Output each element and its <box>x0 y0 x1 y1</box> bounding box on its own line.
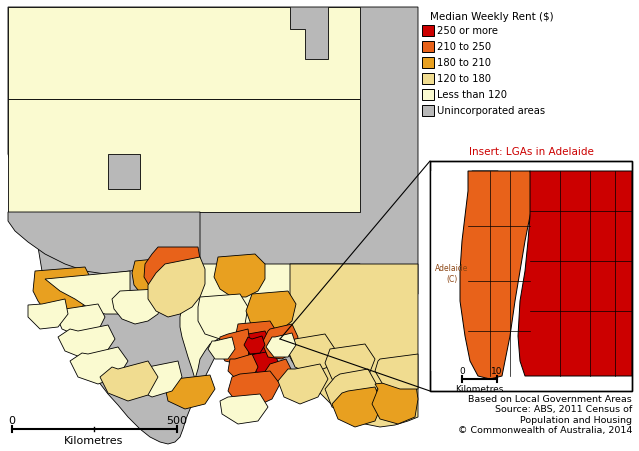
Text: Kilometres: Kilometres <box>455 384 503 393</box>
Polygon shape <box>278 364 328 404</box>
Polygon shape <box>8 212 200 274</box>
Polygon shape <box>228 371 280 407</box>
Text: 250 or more: 250 or more <box>437 26 498 36</box>
Bar <box>422 106 434 117</box>
Polygon shape <box>220 394 268 424</box>
Text: Insert: LGAs in Adelaide: Insert: LGAs in Adelaide <box>468 147 594 156</box>
Bar <box>422 26 434 37</box>
Polygon shape <box>45 272 130 314</box>
Polygon shape <box>58 325 115 359</box>
Text: Less than 120: Less than 120 <box>437 90 507 100</box>
Polygon shape <box>8 8 360 100</box>
Text: Kilometres: Kilometres <box>65 435 124 445</box>
Polygon shape <box>100 361 158 401</box>
Bar <box>430 161 632 391</box>
Polygon shape <box>332 387 382 427</box>
Polygon shape <box>56 304 105 337</box>
Text: 180 to 210: 180 to 210 <box>437 58 491 68</box>
Bar <box>422 42 434 53</box>
Polygon shape <box>33 267 92 319</box>
Polygon shape <box>218 329 250 364</box>
Polygon shape <box>198 295 248 339</box>
Polygon shape <box>208 337 235 359</box>
Polygon shape <box>244 336 265 354</box>
Text: 210 to 250: 210 to 250 <box>437 42 491 52</box>
Polygon shape <box>112 290 162 324</box>
Bar <box>422 90 434 101</box>
Bar <box>422 74 434 85</box>
Polygon shape <box>325 344 375 384</box>
Polygon shape <box>108 155 140 189</box>
Polygon shape <box>430 172 468 371</box>
Polygon shape <box>325 369 378 414</box>
Polygon shape <box>8 100 360 212</box>
Polygon shape <box>262 324 298 359</box>
Bar <box>430 161 632 391</box>
Polygon shape <box>180 264 360 379</box>
Polygon shape <box>288 334 335 374</box>
Polygon shape <box>282 264 418 427</box>
Polygon shape <box>266 333 296 357</box>
Polygon shape <box>460 172 535 379</box>
Polygon shape <box>214 254 265 297</box>
Polygon shape <box>148 258 205 318</box>
Text: Median Weekly Rent ($): Median Weekly Rent ($) <box>430 12 553 22</box>
Text: 0: 0 <box>8 415 15 425</box>
Text: 10: 10 <box>491 366 503 375</box>
Polygon shape <box>8 8 418 444</box>
Polygon shape <box>248 351 278 373</box>
Polygon shape <box>470 172 502 202</box>
Text: 120 to 180: 120 to 180 <box>437 74 491 84</box>
Text: Based on Local Government Areas
Source: ABS, 2011 Census of
Population and Housi: Based on Local Government Areas Source: … <box>458 394 632 434</box>
Polygon shape <box>234 321 278 359</box>
Polygon shape <box>165 375 215 409</box>
Bar <box>422 58 434 69</box>
Polygon shape <box>28 299 68 329</box>
Polygon shape <box>132 361 182 397</box>
Polygon shape <box>132 258 185 299</box>
Polygon shape <box>264 359 292 384</box>
Polygon shape <box>144 248 200 295</box>
Polygon shape <box>372 379 418 424</box>
Polygon shape <box>228 354 258 381</box>
Polygon shape <box>70 347 128 384</box>
Polygon shape <box>375 354 418 389</box>
Text: Unincorporated areas: Unincorporated areas <box>437 106 545 116</box>
Text: 0: 0 <box>459 366 465 375</box>
Text: Adelaide
(C): Adelaide (C) <box>435 264 468 283</box>
Text: 500: 500 <box>167 415 187 425</box>
Polygon shape <box>239 331 270 361</box>
Polygon shape <box>246 291 296 334</box>
Polygon shape <box>518 172 632 376</box>
